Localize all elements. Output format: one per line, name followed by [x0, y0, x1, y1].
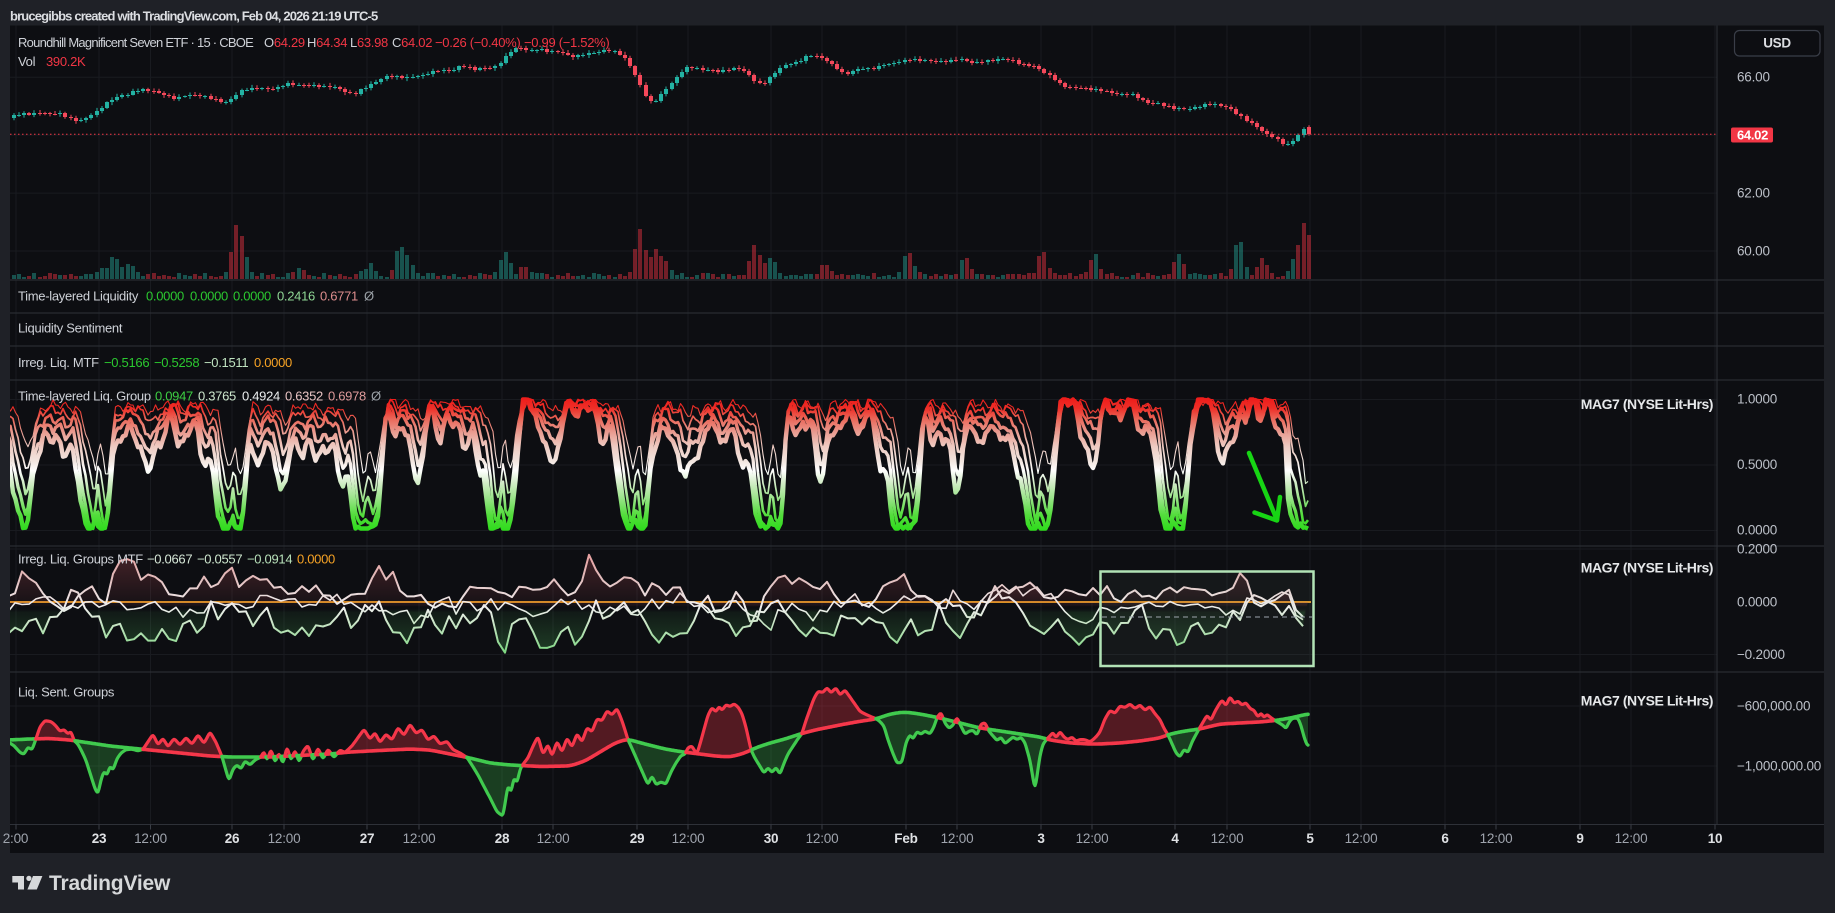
svg-text:12:00: 12:00 — [1480, 831, 1513, 846]
svg-text:3: 3 — [1037, 831, 1045, 846]
svg-text:12:00: 12:00 — [1076, 831, 1109, 846]
svg-text:Liquidity Sentiment: Liquidity Sentiment — [18, 321, 123, 336]
svg-text:12:00: 12:00 — [1615, 831, 1648, 846]
svg-text:12:00: 12:00 — [672, 831, 705, 846]
svg-text:−1,000,000.00: −1,000,000.00 — [1737, 759, 1821, 774]
svg-text:5: 5 — [1306, 831, 1314, 846]
svg-text:27: 27 — [360, 831, 375, 846]
svg-text:29: 29 — [630, 831, 645, 846]
svg-text:28: 28 — [495, 831, 510, 846]
svg-text:brucegibbs created with Tradin: brucegibbs created with TradingView.com,… — [10, 8, 378, 23]
svg-text:9: 9 — [1576, 831, 1583, 846]
svg-text:62.00: 62.00 — [1737, 186, 1770, 201]
svg-text:6: 6 — [1441, 831, 1449, 846]
svg-text:12:00: 12:00 — [1211, 831, 1244, 846]
svg-text:12:00: 12:00 — [134, 831, 167, 846]
svg-text:Irreg. Liq. Groups MTF−0.0667−: Irreg. Liq. Groups MTF −0.0667 −0.0557 −0.0… — [18, 552, 335, 567]
svg-text:30: 30 — [764, 831, 779, 846]
svg-text:0.0000: 0.0000 — [1737, 523, 1777, 538]
svg-text:12:00: 12:00 — [537, 831, 570, 846]
svg-text:MAG7 (NYSE Lit-Hrs): MAG7 (NYSE Lit-Hrs) — [1581, 693, 1713, 709]
svg-text:Roundhill Magnificent Seven ET: Roundhill Magnificent Seven ETF · 15 · C… — [18, 35, 609, 50]
svg-text:TradingView: TradingView — [49, 872, 171, 895]
svg-text:2:00: 2:00 — [3, 831, 28, 846]
svg-text:12:00: 12:00 — [403, 831, 436, 846]
svg-text:12:00: 12:00 — [1345, 831, 1378, 846]
svg-text:−0.2000: −0.2000 — [1737, 647, 1785, 662]
svg-text:26: 26 — [225, 831, 240, 846]
svg-text:0.5000: 0.5000 — [1737, 457, 1777, 472]
svg-text:−600,000.00: −600,000.00 — [1737, 699, 1810, 714]
svg-text:10: 10 — [1708, 831, 1723, 846]
svg-text:12:00: 12:00 — [941, 831, 974, 846]
svg-text:66.00: 66.00 — [1737, 70, 1770, 85]
svg-text:23: 23 — [92, 831, 107, 846]
svg-text:60.00: 60.00 — [1737, 244, 1770, 259]
svg-text:0.0000: 0.0000 — [1737, 595, 1777, 610]
svg-text:12:00: 12:00 — [806, 831, 839, 846]
svg-text:USD: USD — [1763, 36, 1791, 51]
svg-text:64.02: 64.02 — [1737, 128, 1768, 143]
svg-text:Irreg. Liq. MTF−0.5166−0.5258−: Irreg. Liq. MTF −0.5166 −0.5258 −0.1511 0.00… — [18, 355, 292, 370]
svg-text:Liq. Sent. Groups: Liq. Sent. Groups — [18, 685, 115, 700]
svg-text:MAG7 (NYSE Lit-Hrs): MAG7 (NYSE Lit-Hrs) — [1581, 560, 1713, 576]
svg-text:MAG7 (NYSE Lit-Hrs): MAG7 (NYSE Lit-Hrs) — [1581, 396, 1713, 412]
svg-text:Feb: Feb — [894, 831, 917, 846]
svg-text:1.0000: 1.0000 — [1737, 392, 1777, 407]
svg-text:0.2000: 0.2000 — [1737, 542, 1777, 557]
svg-text:12:00: 12:00 — [268, 831, 301, 846]
svg-text:4: 4 — [1171, 831, 1179, 846]
